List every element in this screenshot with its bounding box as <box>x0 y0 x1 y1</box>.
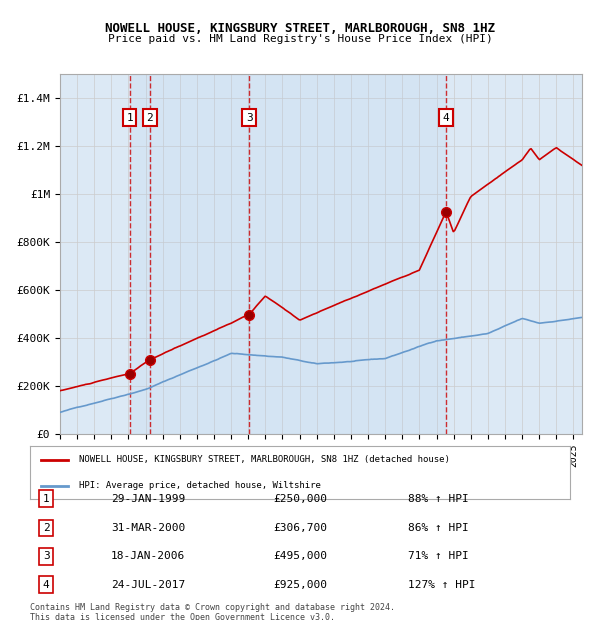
Text: £250,000: £250,000 <box>273 494 327 503</box>
Text: Contains HM Land Registry data © Crown copyright and database right 2024.: Contains HM Land Registry data © Crown c… <box>30 603 395 612</box>
Bar <box>150 74 249 434</box>
Text: HPI: Average price, detached house, Wiltshire: HPI: Average price, detached house, Wilt… <box>79 481 320 490</box>
Text: NOWELL HOUSE, KINGSBURY STREET, MARLBOROUGH, SN8 1HZ (detached house): NOWELL HOUSE, KINGSBURY STREET, MARLBORO… <box>79 455 449 464</box>
Bar <box>130 74 150 434</box>
Text: 86% ↑ HPI: 86% ↑ HPI <box>408 523 469 533</box>
Text: 18-JAN-2006: 18-JAN-2006 <box>111 551 185 561</box>
Text: £306,700: £306,700 <box>273 523 327 533</box>
Text: 3: 3 <box>246 113 253 123</box>
Text: This data is licensed under the Open Government Licence v3.0.: This data is licensed under the Open Gov… <box>30 613 335 620</box>
Text: 4: 4 <box>43 580 50 590</box>
Text: 71% ↑ HPI: 71% ↑ HPI <box>408 551 469 561</box>
Text: NOWELL HOUSE, KINGSBURY STREET, MARLBOROUGH, SN8 1HZ: NOWELL HOUSE, KINGSBURY STREET, MARLBORO… <box>105 22 495 35</box>
Text: 3: 3 <box>43 551 50 561</box>
Text: 1: 1 <box>43 494 50 503</box>
Text: 2: 2 <box>146 113 153 123</box>
Bar <box>249 74 446 434</box>
Text: 127% ↑ HPI: 127% ↑ HPI <box>408 580 476 590</box>
Text: 24-JUL-2017: 24-JUL-2017 <box>111 580 185 590</box>
Text: 29-JAN-1999: 29-JAN-1999 <box>111 494 185 503</box>
Text: 4: 4 <box>443 113 449 123</box>
Text: Price paid vs. HM Land Registry's House Price Index (HPI): Price paid vs. HM Land Registry's House … <box>107 34 493 44</box>
Text: 1: 1 <box>126 113 133 123</box>
Text: 31-MAR-2000: 31-MAR-2000 <box>111 523 185 533</box>
Text: 88% ↑ HPI: 88% ↑ HPI <box>408 494 469 503</box>
Text: 2: 2 <box>43 523 50 533</box>
Text: £925,000: £925,000 <box>273 580 327 590</box>
Text: £495,000: £495,000 <box>273 551 327 561</box>
